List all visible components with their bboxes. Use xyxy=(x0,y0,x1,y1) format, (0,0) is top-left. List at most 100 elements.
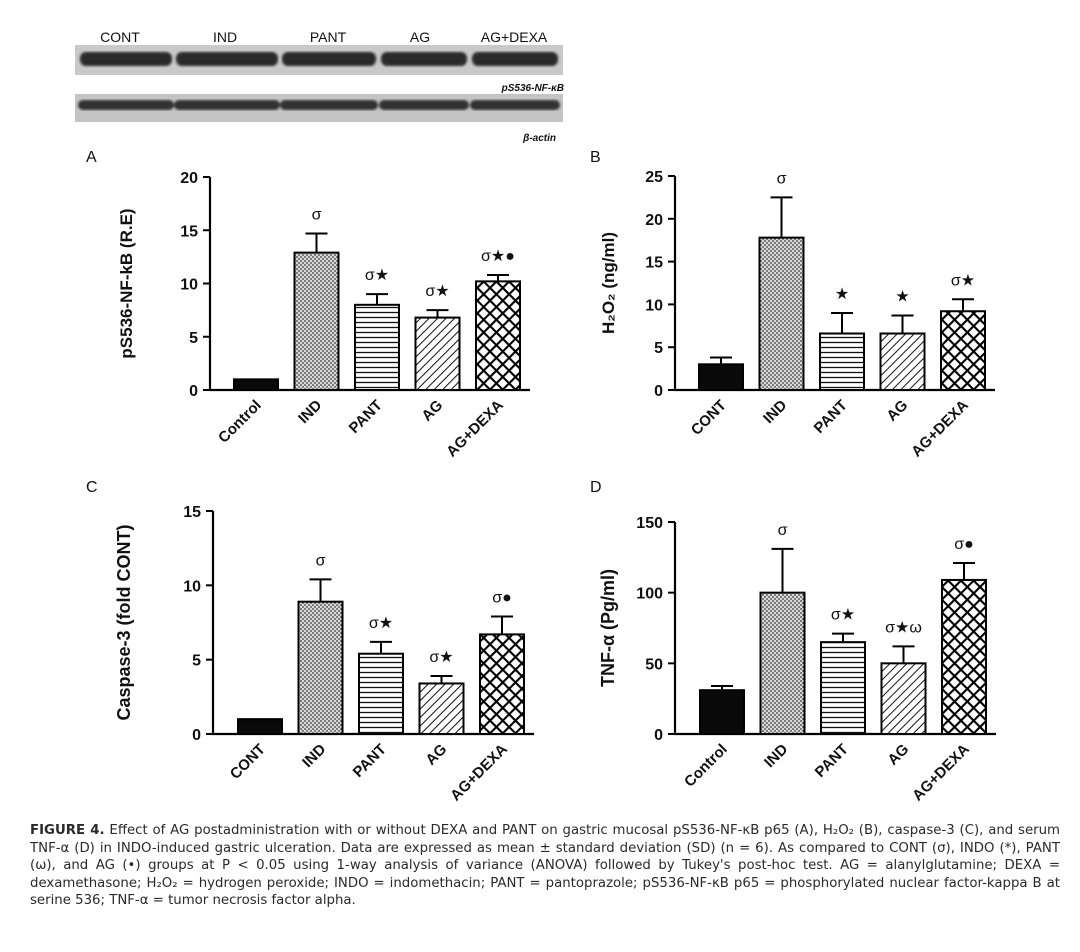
figure-caption: FIGURE 4. Effect of AG postadministratio… xyxy=(30,822,1060,910)
bar-ag xyxy=(418,682,465,735)
significance-label: σ★ω xyxy=(885,619,922,636)
bar-control xyxy=(233,378,279,392)
bar-pant xyxy=(820,641,866,736)
bar-ind xyxy=(293,251,340,391)
y-tick-label: 5 xyxy=(189,330,198,347)
y-tick-label: 100 xyxy=(636,586,663,603)
bar-ind xyxy=(759,591,806,736)
significance-label: σ xyxy=(777,170,787,187)
y-tick-label: 20 xyxy=(180,170,198,187)
panel-letter: A xyxy=(86,149,97,166)
bar-cont xyxy=(698,363,744,392)
panel-letter: B xyxy=(590,149,601,166)
x-tick-label: PANT xyxy=(812,741,852,781)
x-tick-label: IND xyxy=(295,397,325,427)
panel-letter: C xyxy=(86,479,98,496)
blot-band-actin xyxy=(379,100,469,110)
blot-lane-label-ag-dexa: AG+DEXA xyxy=(481,29,548,45)
significance-label: σ● xyxy=(492,590,512,607)
significance-label: σ★● xyxy=(481,248,515,265)
bar-ag xyxy=(879,332,926,391)
x-tick-label: IND xyxy=(760,397,790,427)
bar-ag-dexa xyxy=(941,578,987,735)
blot-lane-label-ind: IND xyxy=(213,29,237,45)
y-tick-label: 50 xyxy=(645,656,663,673)
x-tick-label: AG xyxy=(422,741,450,769)
x-tick-label: AG+DEXA xyxy=(443,397,507,461)
chart-panel-d: D 0 50 100 150 TNF-α (Pg/ml) Control σ IND σ★ PANT… xyxy=(590,479,996,804)
blot-lane-label-pant: PANT xyxy=(310,29,347,45)
blot-lane-label-cont: CONT xyxy=(100,29,140,45)
x-tick-label: IND xyxy=(761,741,791,771)
x-tick-label: CONT xyxy=(227,741,269,783)
significance-label: σ xyxy=(778,522,788,539)
caption-label: FIGURE 4. xyxy=(30,823,105,838)
x-tick-label: Control xyxy=(215,397,265,447)
bar-ag xyxy=(880,662,927,735)
blot-lane-label-ag: AG xyxy=(410,29,430,45)
y-axis-label: pS536-NF-kB (R.E) xyxy=(117,208,136,358)
y-tick-label: 5 xyxy=(192,653,201,670)
significance-label: σ xyxy=(312,206,322,223)
blot-band-actin xyxy=(174,100,280,110)
y-tick-label: 5 xyxy=(654,340,663,357)
y-tick-label: 15 xyxy=(645,255,663,272)
y-tick-label: 0 xyxy=(654,383,663,400)
x-tick-label: Control xyxy=(681,741,731,791)
significance-label: σ★ xyxy=(369,615,393,632)
panel-letter: D xyxy=(590,479,602,496)
significance-label: σ★ xyxy=(831,607,855,624)
blot-band-actin xyxy=(280,100,378,110)
significance-label: σ★ xyxy=(425,283,449,300)
bar-cont xyxy=(237,718,283,736)
blot-band-actin xyxy=(470,100,560,110)
blot-band-actin xyxy=(78,100,174,110)
western-blot: CONT IND PANT AG AG+DEXA pS536-NF-κB β-actin xyxy=(75,29,564,144)
x-tick-label: AG xyxy=(883,397,911,425)
bar-ag-dexa xyxy=(940,310,986,391)
bar-ag xyxy=(414,316,461,391)
blot-band-nfkb xyxy=(176,52,278,66)
y-axis-label: H₂O₂ (ng/ml) xyxy=(599,232,618,334)
y-tick-label: 10 xyxy=(183,578,201,595)
bar-pant xyxy=(819,332,865,391)
significance-label: ★ xyxy=(895,289,909,306)
chart-panel-b: B 0 5 10 15 20 25 H₂O₂ (ng/ml) CONT σ IND ★ PANT ★ AG σ… xyxy=(590,149,995,460)
x-tick-label: AG+DEXA xyxy=(909,741,973,805)
bar-ind xyxy=(297,600,344,735)
significance-label: σ★ xyxy=(365,267,389,284)
bar-ag-dexa xyxy=(479,633,525,735)
significance-label: ★ xyxy=(835,286,849,303)
chart-panel-c: C 0 5 10 15 Caspase-3 (fold CONT) CONT σ IND σ★ PA… xyxy=(86,479,534,804)
x-tick-label: AG xyxy=(418,397,446,425)
bar-pant xyxy=(354,303,400,391)
x-tick-label: AG xyxy=(884,741,912,769)
blot-band2-label: β-actin xyxy=(522,133,556,144)
bar-ind xyxy=(758,236,805,391)
bar-ag-dexa xyxy=(475,280,521,391)
y-tick-label: 0 xyxy=(189,383,198,400)
blot-band1-label: pS536-NF-κB xyxy=(501,83,564,94)
y-axis-label: TNF-α (Pg/ml) xyxy=(598,569,618,687)
y-axis-label: Caspase-3 (fold CONT) xyxy=(114,524,134,720)
y-tick-label: 10 xyxy=(180,277,198,294)
blot-band-nfkb xyxy=(472,52,558,66)
y-tick-label: 15 xyxy=(183,504,201,521)
blot-band-nfkb xyxy=(381,52,467,66)
significance-label: σ xyxy=(316,552,326,569)
y-tick-label: 0 xyxy=(192,727,201,744)
chart-panel-a: A 0 5 10 15 20 pS536-NF-kB (R.E) Control σ IND σ★ P… xyxy=(86,149,530,460)
y-tick-label: 150 xyxy=(636,515,663,532)
significance-label: σ★ xyxy=(429,649,453,666)
x-tick-label: AG+DEXA xyxy=(447,741,511,805)
y-tick-label: 20 xyxy=(645,212,663,229)
significance-label: σ★ xyxy=(951,272,975,289)
x-tick-label: PANT xyxy=(350,741,390,781)
x-tick-label: AG+DEXA xyxy=(908,397,972,461)
significance-label: σ● xyxy=(954,536,974,553)
y-tick-label: 0 xyxy=(654,727,663,744)
blot-band-nfkb xyxy=(80,52,172,66)
x-tick-label: CONT xyxy=(688,397,730,439)
y-tick-label: 15 xyxy=(180,223,198,240)
caption-text: Effect of AG postadministration with or … xyxy=(30,823,1061,909)
